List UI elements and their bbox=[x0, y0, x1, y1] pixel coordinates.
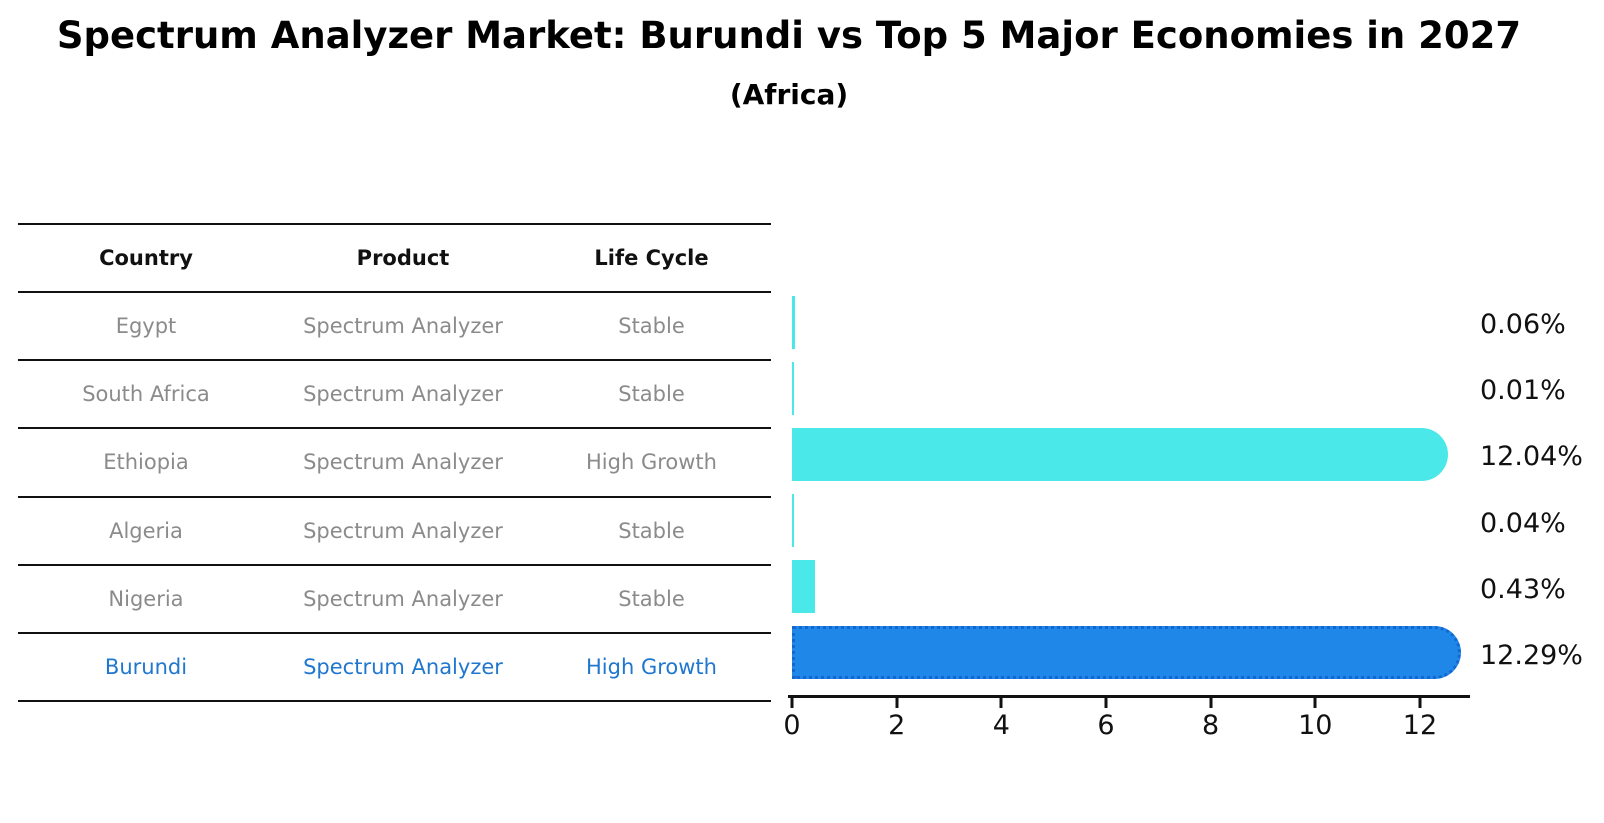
bar-algeria bbox=[792, 494, 795, 548]
cell-product: Spectrum Analyzer bbox=[303, 382, 503, 407]
chart-title: Spectrum Analyzer Market: Burundi vs Top… bbox=[56, 14, 1522, 57]
table-row-south-africa: South Africa Spectrum Analyzer Stable bbox=[18, 359, 771, 427]
table-row-burundi: Burundi Spectrum Analyzer High Growth bbox=[18, 631, 771, 702]
value-label-egypt: 0.06% bbox=[1480, 309, 1566, 341]
table-row-nigeria: Nigeria Spectrum Analyzer Stable bbox=[18, 563, 771, 632]
table-row-algeria: Algeria Spectrum Analyzer Stable bbox=[18, 495, 771, 564]
cell-life-cycle: Stable bbox=[618, 382, 685, 407]
bar-burundi bbox=[792, 626, 1462, 680]
cell-product: Spectrum Analyzer bbox=[303, 586, 503, 611]
value-label-algeria: 0.04% bbox=[1480, 507, 1566, 539]
cell-product: Spectrum Analyzer bbox=[303, 654, 503, 679]
cell-product: Spectrum Analyzer bbox=[303, 450, 503, 475]
value-label-nigeria: 0.43% bbox=[1480, 573, 1566, 605]
value-label-ethiopia: 12.04% bbox=[1480, 441, 1583, 473]
x-tick-label-4: 4 bbox=[992, 710, 1010, 741]
x-tick-8 bbox=[1209, 698, 1213, 708]
x-tick-12 bbox=[1418, 698, 1422, 708]
bar-egypt bbox=[792, 295, 796, 349]
cell-country: Egypt bbox=[115, 314, 177, 339]
x-tick-10 bbox=[1313, 698, 1317, 708]
chart-subtitle: (Africa) bbox=[729, 78, 849, 111]
table-header-life-cycle: Life Cycle bbox=[594, 246, 709, 271]
table-row-egypt: Egypt Spectrum Analyzer Stable bbox=[18, 291, 771, 359]
cell-product: Spectrum Analyzer bbox=[303, 314, 503, 339]
bar-nigeria bbox=[792, 560, 815, 614]
x-tick-label-8: 8 bbox=[1202, 710, 1220, 741]
cell-country: Burundi bbox=[104, 654, 188, 679]
cell-country: Nigeria bbox=[108, 586, 184, 611]
x-tick-0 bbox=[790, 698, 794, 708]
table-header-row: Country Product Life Cycle bbox=[18, 223, 771, 291]
cell-life-cycle: High Growth bbox=[586, 654, 717, 679]
bar-ethiopia bbox=[792, 427, 1449, 481]
table-header-country: Country bbox=[99, 246, 193, 271]
x-axis-line bbox=[788, 695, 1470, 698]
bar-south-africa bbox=[792, 361, 794, 415]
x-tick-2 bbox=[895, 698, 899, 708]
x-tick-label-6: 6 bbox=[1097, 710, 1115, 741]
cell-country: Ethiopia bbox=[103, 450, 189, 475]
x-tick-6 bbox=[1104, 698, 1108, 708]
value-label-south-africa: 0.01% bbox=[1480, 375, 1566, 407]
cell-life-cycle: Stable bbox=[618, 314, 685, 339]
cell-country: South Africa bbox=[82, 382, 210, 407]
x-tick-label-12: 12 bbox=[1402, 710, 1438, 741]
x-tick-4 bbox=[999, 698, 1003, 708]
table-header-product: Product bbox=[356, 246, 450, 271]
table-body: Egypt Spectrum Analyzer Stable South Africa… bbox=[18, 291, 771, 702]
value-label-burundi: 12.29% bbox=[1480, 639, 1583, 671]
cell-product: Spectrum Analyzer bbox=[303, 518, 503, 543]
country-table: Country Product Life Cycle Egypt Spectrum… bbox=[18, 223, 771, 702]
cell-life-cycle: Stable bbox=[618, 518, 685, 543]
x-tick-label-0: 0 bbox=[783, 710, 801, 741]
cell-life-cycle: High Growth bbox=[586, 450, 717, 475]
table-row-ethiopia: Ethiopia Spectrum Analyzer High Growth bbox=[18, 427, 771, 495]
cell-country: Algeria bbox=[109, 518, 183, 543]
cell-life-cycle: Stable bbox=[618, 586, 685, 611]
x-tick-label-2: 2 bbox=[888, 710, 906, 741]
x-tick-label-10: 10 bbox=[1298, 710, 1333, 741]
